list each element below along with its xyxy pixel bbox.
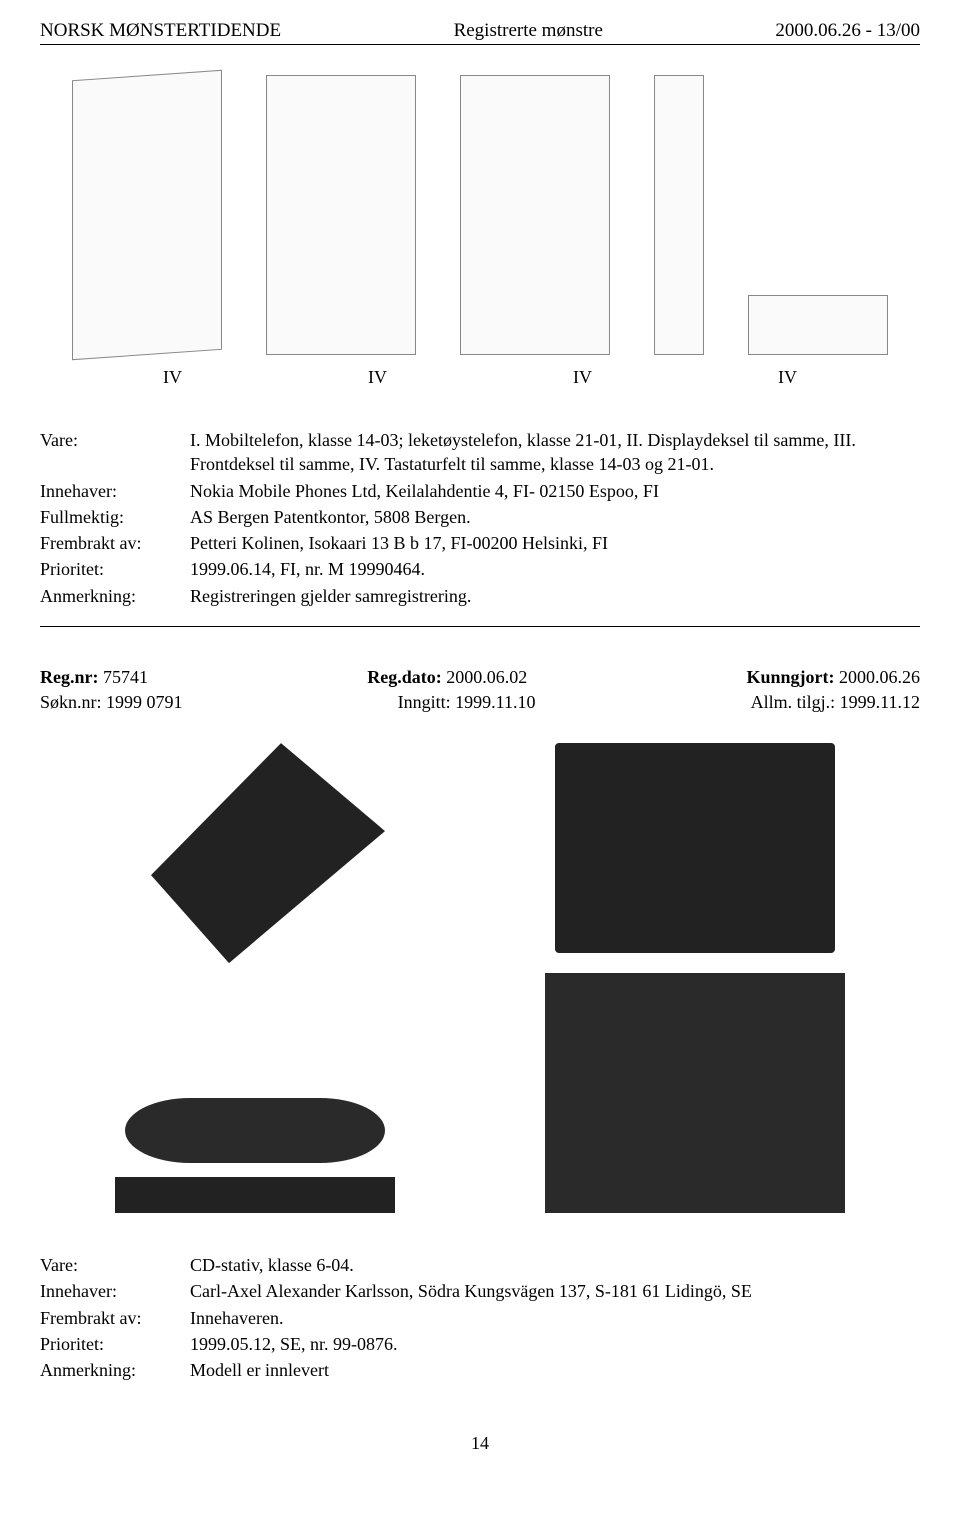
field-label: Prioritet: [40, 557, 190, 581]
figure-4 [654, 75, 704, 355]
field-value: Petteri Kolinen, Isokaari 13 B b 17, FI-… [190, 531, 920, 555]
field-label: Frembrakt av: [40, 531, 190, 555]
header-right: 2000.06.26 - 13/00 [775, 20, 920, 42]
field-value: Modell er innlevert [190, 1358, 920, 1382]
field-value: I. Mobiltelefon, klasse 14-03; leketøyst… [190, 428, 920, 477]
inngitt: Inngitt: 1999.11.10 [398, 692, 536, 713]
field-value: Innehaveren. [190, 1306, 920, 1330]
field-label: Vare: [40, 428, 190, 477]
field-label: Fullmektig: [40, 505, 190, 529]
figure-image [748, 295, 888, 355]
figure-labels: IV IV IV IV [40, 367, 920, 388]
entry2-meta-row1: Reg.nr: 75741 Reg.dato: 2000.06.02 Kunng… [40, 667, 920, 688]
figure-3 [460, 75, 610, 355]
soknnr: Søkn.nr: 1999 0791 [40, 692, 183, 713]
field-label: Prioritet: [40, 1332, 190, 1356]
entry2-meta-row2: Søkn.nr: 1999 0791 Inngitt: 1999.11.10 A… [40, 692, 920, 713]
photo-image [545, 973, 845, 1213]
field-label: Vare: [40, 1253, 190, 1277]
figure-row [40, 75, 920, 355]
header-left: NORSK MØNSTERTIDENDE [40, 20, 281, 42]
field-label: Anmerkning: [40, 584, 190, 608]
field-value: AS Bergen Patentkontor, 5808 Bergen. [190, 505, 920, 529]
field-label: Anmerkning: [40, 1358, 190, 1382]
figure-2 [266, 75, 416, 355]
figure-image [266, 75, 416, 355]
field-value: Carl-Axel Alexander Karlsson, Södra Kung… [190, 1279, 920, 1303]
header-center: Registrerte mønstre [454, 20, 603, 42]
figure-label: IV [303, 367, 453, 388]
entry1-details: Vare:I. Mobiltelefon, klasse 14-03; leke… [40, 428, 920, 608]
photo-image [555, 743, 835, 953]
page-number: 14 [40, 1433, 920, 1454]
field-label: Frembrakt av: [40, 1306, 190, 1330]
regdato: Reg.dato: 2000.06.02 [367, 667, 527, 688]
figure-image [460, 75, 610, 355]
field-value: 1999.05.12, SE, nr. 99-0876. [190, 1332, 920, 1356]
field-value: Registreringen gjelder samregistrering. [190, 584, 920, 608]
figure-5 [748, 75, 888, 355]
figure-label: IV [98, 367, 248, 388]
photo-row-2 [40, 973, 920, 1213]
field-value: Nokia Mobile Phones Ltd, Keilalahdentie … [190, 479, 920, 503]
photo-image [125, 1098, 385, 1163]
photo-image [115, 1177, 395, 1213]
allm: Allm. tilgj.: 1999.11.12 [751, 692, 920, 713]
field-value: CD-stativ, klasse 6-04. [190, 1253, 920, 1277]
page-header: NORSK MØNSTERTIDENDE Registrerte mønstre… [40, 20, 920, 45]
figure-image [654, 75, 704, 355]
kunngjort: Kunngjort: 2000.06.26 [746, 667, 920, 688]
regnr: Reg.nr: 75741 [40, 667, 148, 688]
photo-row-1 [40, 743, 920, 963]
divider [40, 626, 920, 627]
photo-stack [115, 1098, 395, 1213]
entry2-details: Vare:CD-stativ, klasse 6-04.Innehaver:Ca… [40, 1253, 920, 1382]
figure-label: IV [508, 367, 658, 388]
field-label: Innehaver: [40, 479, 190, 503]
field-label: Innehaver: [40, 1279, 190, 1303]
photo-image [125, 743, 385, 963]
figure-image [72, 70, 222, 360]
figure-1 [72, 75, 222, 355]
figure-label: IV [713, 367, 863, 388]
field-value: 1999.06.14, FI, nr. M 19990464. [190, 557, 920, 581]
